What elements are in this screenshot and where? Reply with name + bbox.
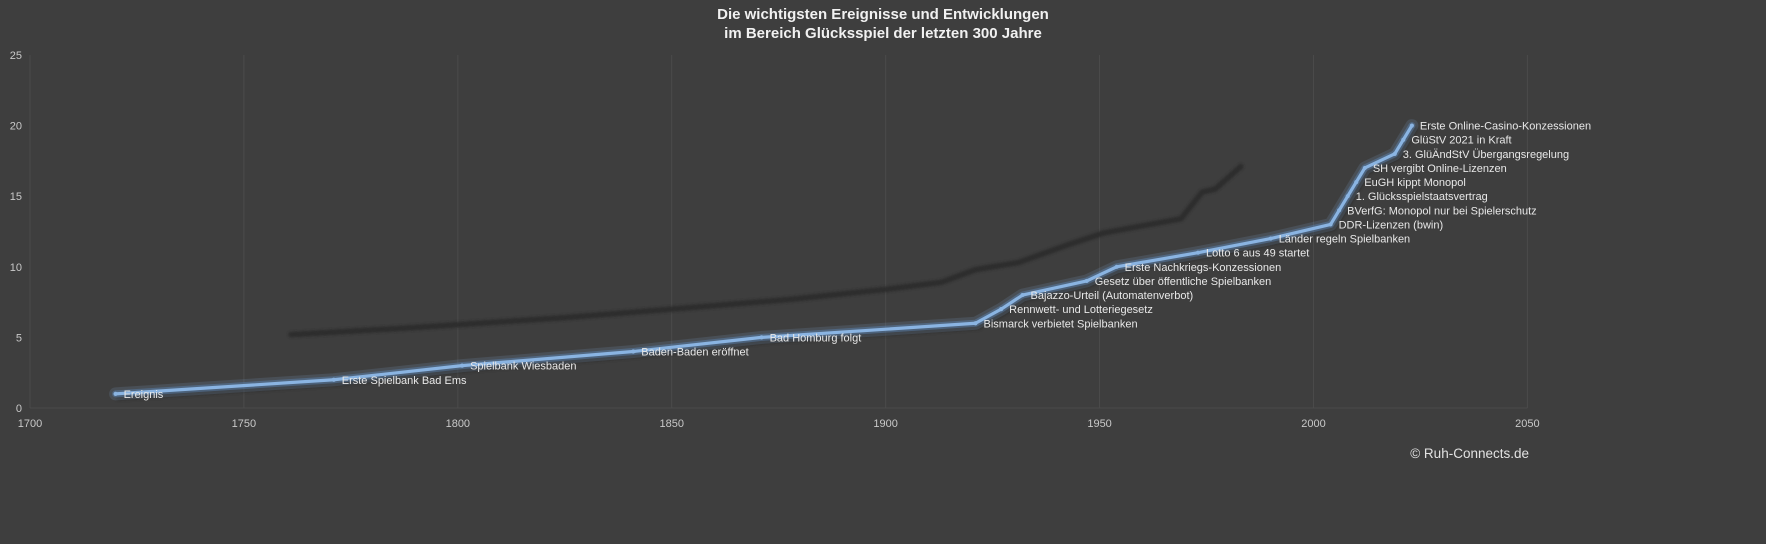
y-axis-labels: 0 5 10 15 20 25	[10, 50, 22, 415]
event-label: SH vergibt Online-Lizenzen	[1373, 163, 1507, 175]
x-tick-label: 2000	[1301, 418, 1325, 430]
event-marker	[1268, 236, 1273, 241]
event-marker	[1195, 250, 1201, 255]
x-tick-label: 1950	[1087, 418, 1111, 430]
event-marker	[1328, 222, 1333, 227]
event-marker	[1392, 151, 1397, 156]
y-tick-label: 20	[10, 121, 22, 133]
y-tick-label: 0	[16, 403, 22, 415]
event-marker	[1354, 179, 1359, 185]
x-tick-label: 2050	[1515, 418, 1539, 430]
event-marker	[460, 363, 465, 368]
event-label: Ereignis	[124, 389, 164, 401]
x-tick-label: 1850	[660, 418, 684, 430]
event-label: Länder regeln Spielbanken	[1279, 234, 1411, 246]
event-label: 1. Glücksspielstaatsvertrag	[1356, 191, 1488, 203]
event-marker	[1362, 165, 1367, 171]
event-marker	[1084, 278, 1089, 284]
copyright-text: © Ruh-Connects.de	[1410, 446, 1529, 461]
y-tick-label: 10	[10, 262, 22, 274]
event-marker	[331, 377, 336, 382]
event-label: Gesetz über öffentliche Spielbanken	[1095, 276, 1272, 288]
y-tick-label: 15	[10, 191, 22, 203]
event-label: Erste Nachkriegs-Konzessionen	[1125, 262, 1282, 274]
y-tick-label: 25	[10, 50, 22, 62]
event-marker	[1337, 208, 1342, 213]
shadow-line	[288, 163, 1244, 338]
y-tick-label: 5	[16, 332, 22, 344]
chart-title: Die wichtigsten Ereignisse und Entwicklu…	[0, 6, 1766, 43]
x-axis-labels: 1700 1750 1800 1850 1900 1950 2000 2050	[18, 418, 1540, 430]
x-tick-label: 1700	[18, 418, 42, 430]
event-line	[113, 123, 1414, 396]
event-label: GlüStV 2021 in Kraft	[1411, 135, 1511, 147]
event-label: Erste Online-Casino-Konzessionen	[1420, 121, 1591, 133]
event-marker	[1409, 123, 1414, 128]
event-line-glow-outer	[109, 119, 1419, 401]
chart-title-line1: Die wichtigsten Ereignisse und Entwicklu…	[717, 6, 1049, 23]
event-marker	[1345, 194, 1350, 199]
event-label: Lotto 6 aus 49 startet	[1206, 248, 1309, 260]
event-line-glow-inner	[112, 122, 1416, 398]
event-label: Bajazzo-Urteil (Automatenverbot)	[1031, 290, 1194, 302]
x-tick-label: 1800	[446, 418, 470, 430]
event-marker	[999, 307, 1004, 312]
event-label: Spielbank Wiesbaden	[470, 361, 576, 373]
chart-title-line2: im Bereich Glücksspiel der letzten 300 J…	[724, 24, 1042, 42]
x-tick-label: 1900	[873, 418, 897, 430]
event-label: 3. GlüÄndStV Übergangsregelung	[1403, 149, 1569, 161]
event-label: DDR-Lizenzen (bwin)	[1339, 219, 1444, 231]
event-line-dropshadow	[115, 126, 1418, 401]
event-marker	[759, 335, 764, 340]
event-marker	[973, 321, 978, 326]
event-label: BVerfG: Monopol nur bei Spielerschutz	[1347, 205, 1537, 217]
event-marker	[113, 391, 118, 396]
event-label: Rennwett- und Lotteriegesetz	[1009, 304, 1153, 316]
event-marker	[1114, 264, 1119, 269]
event-label: Bismarck verbietet Spielbanken	[984, 318, 1138, 330]
event-marker	[631, 349, 636, 354]
event-marker	[1401, 137, 1406, 142]
x-tick-label: 1750	[232, 418, 256, 430]
event-label: Baden-Baden eröffnet	[641, 347, 748, 359]
event-markers	[113, 123, 1414, 396]
event-label: Erste Spielbank Bad Ems	[342, 375, 467, 387]
event-marker	[1020, 292, 1025, 298]
event-label: EuGH kippt Monopol	[1364, 177, 1466, 189]
event-labels: Ereignis Erste Spielbank Bad EmsSpielbank…	[124, 121, 1592, 401]
event-label: Bad Homburg folgt	[770, 332, 862, 344]
